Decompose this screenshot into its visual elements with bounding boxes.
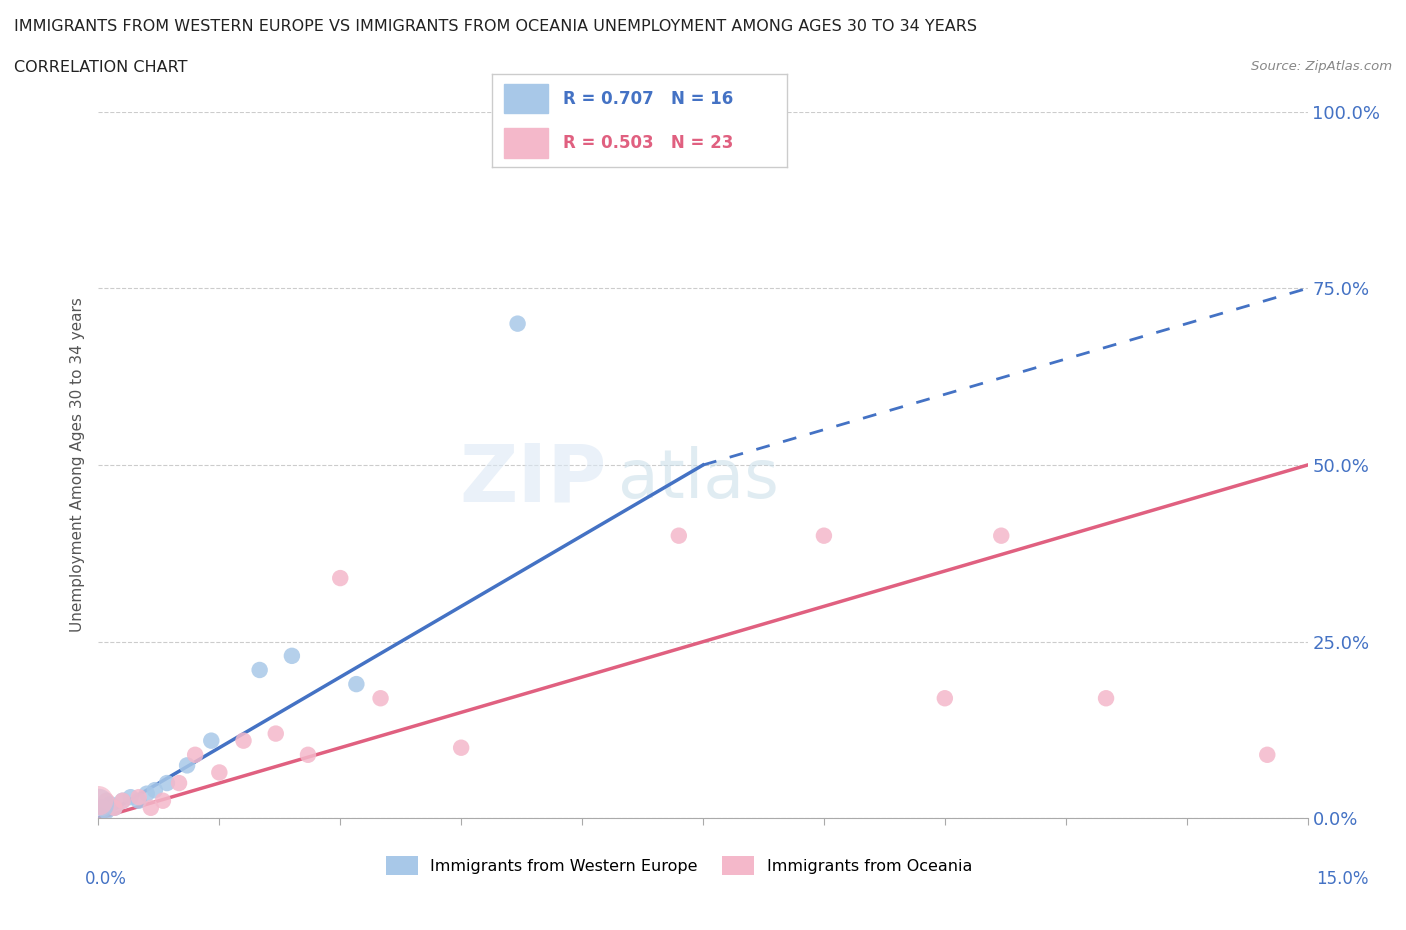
Point [184, 748, 207, 763]
Point [264, 726, 287, 741]
Text: atlas: atlas [619, 446, 779, 512]
Point [103, 801, 125, 816]
Text: IMMIGRANTS FROM WESTERN EUROPE VS IMMIGRANTS FROM OCEANIA UNEMPLOYMENT AMONG AGE: IMMIGRANTS FROM WESTERN EUROPE VS IMMIGR… [14, 19, 977, 33]
Point [208, 765, 231, 780]
Text: R = 0.707   N = 16: R = 0.707 N = 16 [562, 89, 733, 108]
Point [96, 804, 118, 818]
Point [128, 790, 150, 804]
Point [91, 801, 114, 816]
Point [813, 528, 835, 543]
Point [329, 571, 352, 586]
Point [200, 733, 222, 748]
Point [1256, 748, 1278, 763]
Point [281, 648, 304, 663]
Point [491, 132, 513, 147]
Text: ZIP: ZIP [458, 440, 606, 518]
Bar [503, 84, 548, 113]
Text: CORRELATION CHART: CORRELATION CHART [14, 60, 187, 75]
Point [370, 691, 392, 706]
Point [87, 797, 110, 812]
Legend: Immigrants from Western Europe, Immigrants from Oceania: Immigrants from Western Europe, Immigran… [380, 850, 979, 881]
Point [232, 733, 254, 748]
Point [990, 528, 1012, 543]
Point [297, 748, 319, 763]
Point [143, 783, 166, 798]
Point [128, 793, 150, 808]
Y-axis label: Unemployment Among Ages 30 to 34 years: Unemployment Among Ages 30 to 34 years [69, 298, 84, 632]
Point [152, 793, 174, 808]
Point [249, 662, 271, 677]
Point [111, 793, 134, 808]
Point [100, 797, 122, 812]
Point [668, 528, 690, 543]
Point [167, 776, 190, 790]
Point [344, 677, 367, 692]
Point [176, 758, 198, 773]
Point [450, 740, 472, 755]
Point [135, 786, 157, 801]
Text: R = 0.503   N = 23: R = 0.503 N = 23 [562, 134, 734, 153]
Point [506, 316, 529, 331]
Point [96, 793, 118, 808]
Point [139, 801, 162, 816]
Text: 0.0%: 0.0% [84, 870, 127, 888]
Point [120, 790, 142, 804]
Point [934, 691, 956, 706]
Text: Source: ZipAtlas.com: Source: ZipAtlas.com [1251, 60, 1392, 73]
Bar [503, 128, 548, 158]
Point [91, 801, 114, 816]
Point [87, 793, 110, 808]
Point [103, 801, 125, 816]
Point [1095, 691, 1118, 706]
Point [156, 776, 179, 790]
Point [111, 793, 134, 808]
Text: 15.0%: 15.0% [1316, 870, 1369, 888]
